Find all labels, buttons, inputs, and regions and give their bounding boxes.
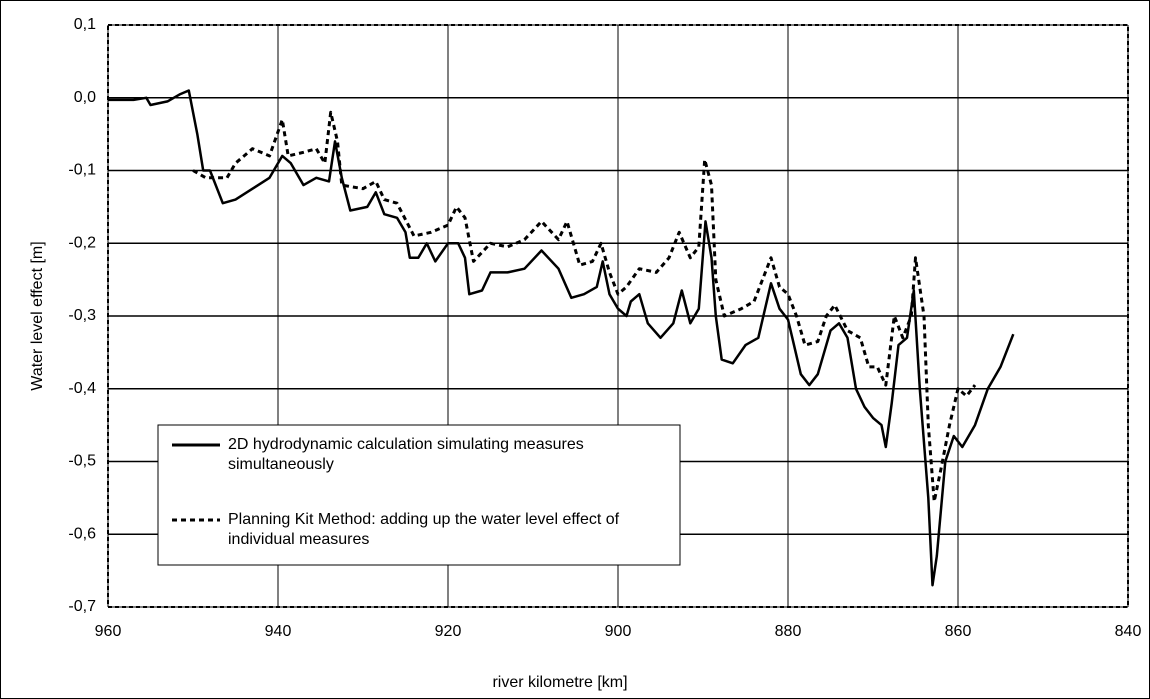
y-tick-label: -0,7: [68, 598, 96, 615]
y-tick-label: -0,3: [68, 307, 96, 324]
y-tick-label: -0,1: [68, 162, 96, 179]
y-tick-label: -0,5: [68, 453, 96, 470]
legend-label: 2D hydrodynamic calculation simulating m…: [228, 436, 584, 473]
x-tick-label: 920: [435, 623, 462, 640]
y-axis-title: Water level effect [m]: [29, 241, 46, 390]
x-tick-label: 880: [775, 623, 802, 640]
x-tick-label: 860: [945, 623, 972, 640]
legend-box: [157, 424, 681, 566]
y-tick-label: 0,1: [74, 16, 96, 33]
series-line: [192, 110, 977, 503]
y-tick-label: -0,2: [68, 234, 96, 251]
y-tick-label: -0,6: [68, 525, 96, 542]
y-tick-label: -0,4: [68, 380, 96, 397]
x-tick-label: 840: [1115, 623, 1142, 640]
legend-label: Planning Kit Method: adding up the water…: [228, 511, 620, 548]
series-line: [108, 89, 1015, 587]
x-tick-label: 960: [95, 623, 122, 640]
x-axis-title: river kilometre [km]: [492, 674, 627, 691]
plot-area-border: [107, 24, 1129, 608]
y-tick-label: 0,0: [74, 89, 96, 106]
x-tick-label: 940: [265, 623, 292, 640]
x-tick-label: 900: [605, 623, 632, 640]
